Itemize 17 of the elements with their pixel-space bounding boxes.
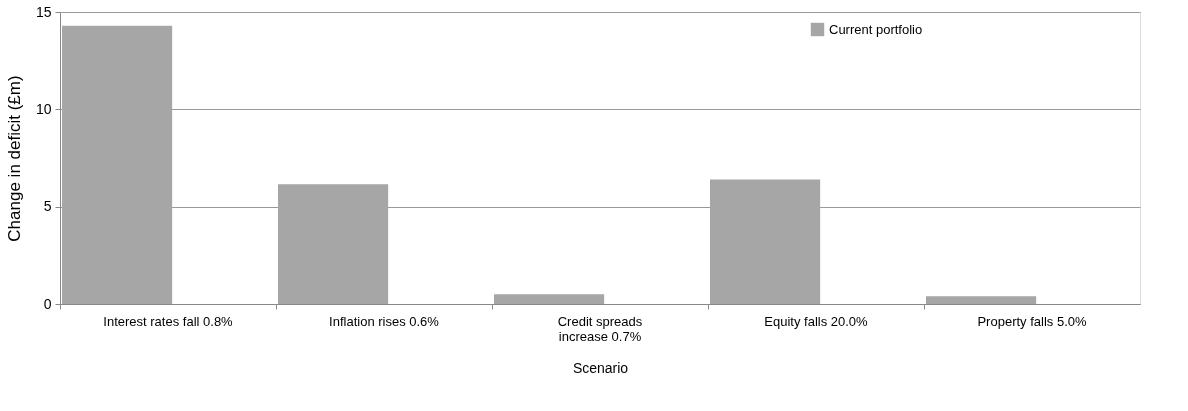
x-tick-label: Credit spreads increase 0.7% <box>557 313 643 344</box>
y-axis-title: Change in deficit (£m) <box>4 75 24 242</box>
bar <box>278 184 389 304</box>
legend-label: Current portfolio <box>829 21 923 37</box>
x-tick-label: Property falls 5.0% <box>977 313 1087 329</box>
y-tick-label: 0 <box>43 295 52 312</box>
bar <box>62 25 173 304</box>
bar <box>926 296 1037 304</box>
x-tick-label: Inflation rises 0.6% <box>329 313 440 329</box>
bar <box>710 179 821 304</box>
bar <box>494 294 605 304</box>
y-tick-label: 10 <box>35 100 52 117</box>
x-tick-label: Equity falls 20.0% <box>764 313 869 329</box>
y-tick-label: 15 <box>35 3 52 20</box>
x-tick-label: Interest rates fall 0.8% <box>103 313 234 329</box>
x-axis-title: Scenario <box>572 359 629 376</box>
y-tick-label: 5 <box>43 198 52 215</box>
